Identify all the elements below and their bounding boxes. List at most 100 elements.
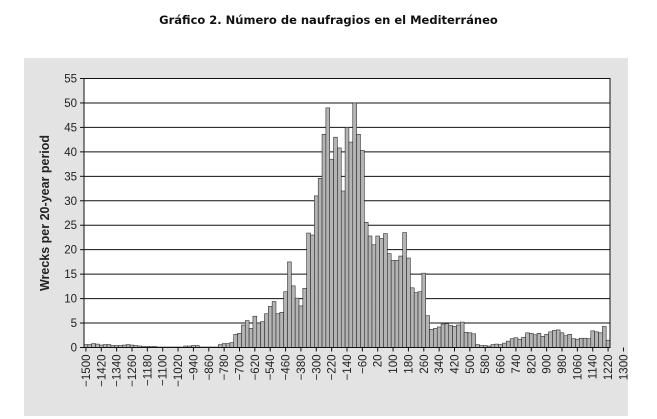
bar bbox=[344, 127, 350, 348]
y-tick-label: 30 bbox=[64, 196, 77, 208]
x-tick-label: −1020 bbox=[173, 355, 185, 387]
bar bbox=[317, 177, 323, 348]
bar bbox=[532, 334, 538, 348]
bar bbox=[352, 102, 357, 348]
bar bbox=[536, 333, 542, 348]
x-tick-label: −1500 bbox=[81, 355, 93, 387]
bar bbox=[248, 328, 254, 348]
x-tick-label: −1260 bbox=[127, 355, 139, 387]
bar bbox=[306, 232, 311, 348]
bar bbox=[452, 326, 457, 348]
x-tick-label: −300 bbox=[311, 355, 323, 381]
bar bbox=[582, 337, 588, 348]
bar bbox=[329, 158, 334, 348]
bar bbox=[421, 272, 426, 348]
bar bbox=[260, 321, 265, 348]
bar bbox=[310, 234, 315, 348]
bar bbox=[413, 292, 419, 348]
bar bbox=[425, 315, 430, 348]
x-tick-label: −1100 bbox=[158, 355, 170, 386]
x-tick-label: 900 bbox=[542, 355, 554, 374]
bar bbox=[506, 340, 511, 348]
bar bbox=[394, 260, 400, 348]
bar bbox=[459, 321, 465, 348]
bar bbox=[521, 336, 526, 348]
bar bbox=[555, 329, 561, 348]
bar bbox=[337, 147, 342, 348]
y-tick-label: 0 bbox=[71, 343, 77, 355]
bar bbox=[398, 255, 403, 348]
x-tick-label: 660 bbox=[496, 355, 508, 374]
y-tick-label: 55 bbox=[64, 74, 77, 86]
y-tick-label: 15 bbox=[64, 269, 77, 281]
bar bbox=[264, 313, 269, 348]
bar bbox=[379, 238, 384, 348]
x-tick-label: 820 bbox=[526, 355, 538, 374]
x-tick-label: −380 bbox=[296, 355, 308, 381]
bar bbox=[294, 297, 300, 348]
x-tick-label: 260 bbox=[419, 355, 431, 374]
y-tick-label: 10 bbox=[64, 294, 77, 306]
bar bbox=[340, 190, 346, 348]
bar bbox=[406, 257, 411, 348]
bar bbox=[371, 244, 377, 348]
y-tick-label: 20 bbox=[64, 245, 77, 257]
bar bbox=[252, 315, 258, 348]
x-tick-label: −540 bbox=[265, 355, 277, 381]
y-tick-label: 5 bbox=[71, 318, 77, 330]
bar bbox=[559, 332, 565, 348]
bar bbox=[429, 329, 434, 348]
x-tick-label: 500 bbox=[465, 355, 477, 374]
bar bbox=[387, 253, 392, 348]
x-tick-label: −220 bbox=[327, 355, 339, 381]
bar bbox=[448, 325, 453, 348]
bar bbox=[333, 136, 338, 348]
bar bbox=[594, 331, 599, 348]
bar bbox=[598, 332, 603, 348]
bar bbox=[321, 133, 327, 348]
bar bbox=[283, 291, 288, 348]
bar bbox=[410, 287, 415, 348]
bar bbox=[275, 313, 281, 348]
x-tick-label: −460 bbox=[281, 355, 293, 381]
bar bbox=[348, 141, 354, 348]
bar bbox=[241, 324, 246, 348]
bar bbox=[233, 334, 238, 348]
bar bbox=[268, 306, 273, 348]
bar bbox=[356, 133, 361, 348]
bar bbox=[225, 343, 231, 348]
x-tick-label: 580 bbox=[480, 355, 492, 374]
x-axis: −1500 −1420 −1340 −1260 −1180 −1100 −1020 −940−… bbox=[81, 347, 628, 387]
x-tick-label: −1180 bbox=[142, 355, 154, 386]
bar bbox=[302, 288, 307, 348]
bar bbox=[402, 232, 407, 348]
bar bbox=[221, 343, 227, 348]
bar bbox=[456, 324, 461, 348]
x-tick-label: 180 bbox=[403, 355, 415, 374]
x-tick-label: 1060 bbox=[572, 355, 584, 381]
bar bbox=[244, 320, 250, 348]
bar bbox=[364, 222, 369, 348]
bar bbox=[467, 332, 473, 348]
bar bbox=[529, 333, 534, 348]
bar bbox=[586, 338, 592, 348]
x-tick-label: −620 bbox=[250, 355, 262, 381]
x-tick-label: 20 bbox=[373, 355, 385, 368]
bar bbox=[390, 260, 396, 348]
bar bbox=[471, 333, 476, 348]
bar bbox=[602, 326, 607, 348]
y-tick-label: 25 bbox=[64, 220, 77, 232]
bar bbox=[287, 261, 292, 348]
bar bbox=[383, 233, 388, 348]
chart-panel: 0 5 10 15 20 25 30 35 40 45 50 55 −1500 −1420 −1340 −1… bbox=[24, 58, 628, 416]
bar bbox=[567, 334, 572, 348]
bar bbox=[291, 285, 296, 348]
x-tick-label: −940 bbox=[188, 355, 200, 381]
bar bbox=[590, 330, 595, 348]
bar bbox=[360, 150, 365, 348]
bar bbox=[525, 332, 530, 348]
bar bbox=[95, 343, 100, 348]
bar bbox=[314, 195, 319, 348]
bar bbox=[325, 107, 330, 348]
